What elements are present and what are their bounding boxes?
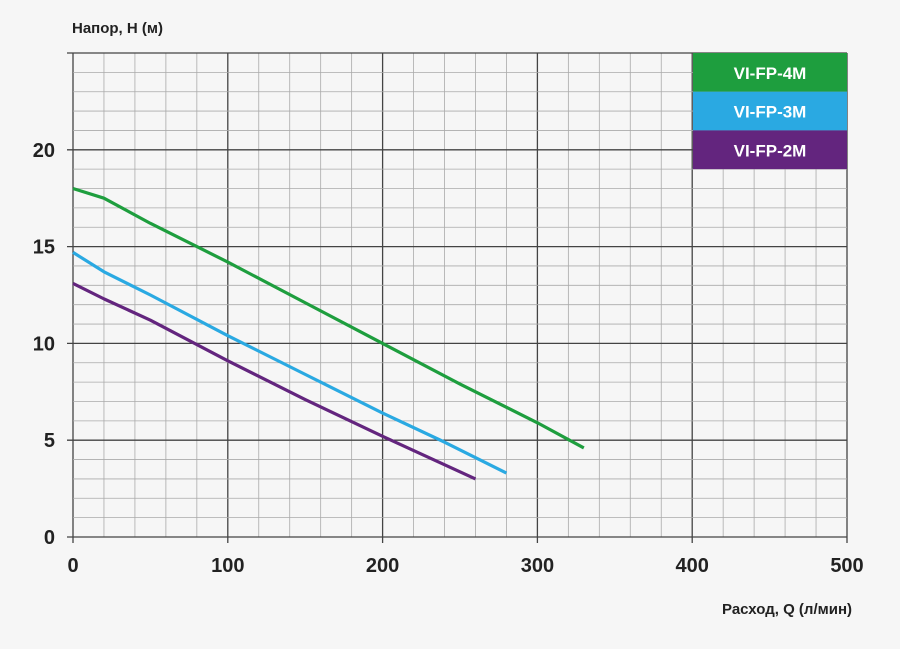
y-axis-label: Напор, H (м) <box>72 20 163 37</box>
x-tick-label: 400 <box>676 555 709 577</box>
x-tick-label: 0 <box>67 555 78 577</box>
legend-label: VI-FP-3M <box>734 103 807 122</box>
y-tick-label: 0 <box>44 527 55 549</box>
y-tick-label: 15 <box>33 237 55 259</box>
x-axis-label: Расход, Q (л/мин) <box>722 601 852 618</box>
y-tick-label: 10 <box>33 333 55 355</box>
legend-label: VI-FP-4M <box>734 64 807 83</box>
series-line-VI-FP-2M <box>72 281 477 481</box>
y-tick-label: 5 <box>44 430 55 452</box>
x-tick-label: 500 <box>830 555 863 577</box>
series-line-VI-FP-3M <box>72 251 508 475</box>
x-tick-label: 100 <box>211 555 244 577</box>
series-line-VI-FP-4M <box>72 186 585 450</box>
legend-swatch <box>693 130 847 170</box>
legend-swatch <box>693 53 847 92</box>
legend-label: VI-FP-2M <box>734 141 807 160</box>
y-tick-label: 20 <box>33 140 55 162</box>
x-tick-label: 200 <box>366 555 399 577</box>
legend-swatch <box>693 91 847 131</box>
x-tick-label: 300 <box>521 555 554 577</box>
